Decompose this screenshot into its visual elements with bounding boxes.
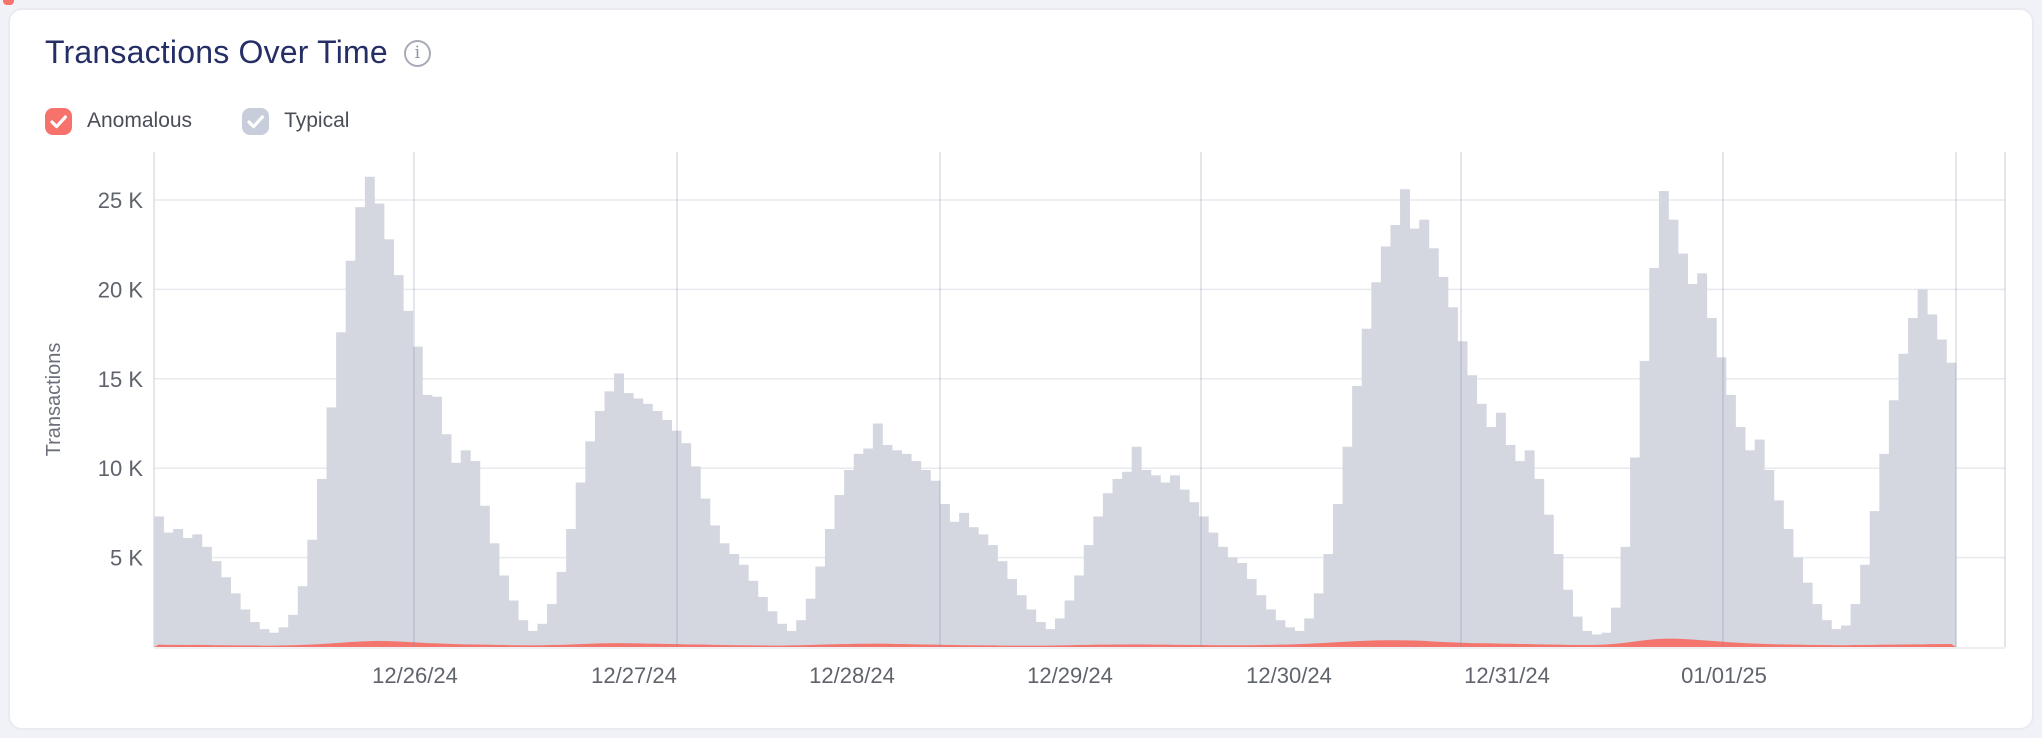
x-tick-label: 12/29/24 [1027, 663, 1113, 688]
legend-label-anomalous: Anomalous [87, 109, 193, 132]
y-tick-label: 20 K [98, 277, 144, 302]
chart-legend: Anomalous Typical [45, 104, 349, 138]
y-tick-label: 10 K [98, 456, 144, 481]
transactions-chart-canvas[interactable]: 12/26/24 12/27/24 12/28/24 12/29/24 12/30/24… [10, 10, 2036, 732]
anomalous-checkbox[interactable] [45, 107, 72, 135]
y-tick-label: 5 K [110, 546, 143, 571]
x-tick-label: 12/27/24 [591, 663, 677, 688]
x-tick-label: 12/30/24 [1246, 663, 1332, 688]
legend-label-typical: Typical [284, 109, 350, 132]
legend-item-anomalous[interactable]: Anomalous [45, 107, 193, 135]
transactions-over-time-card: Transactions Over Time i Anomalous Typic… [8, 8, 2034, 730]
offscreen-red-fragment [3, 0, 14, 5]
checkmark-icon [50, 114, 67, 128]
typical-bars-series [154, 176, 1957, 648]
card-header: Transactions Over Time i [45, 30, 431, 74]
typical-checkbox[interactable] [242, 107, 270, 135]
page-title: Transactions Over Time [45, 34, 388, 70]
info-icon[interactable]: i [403, 39, 431, 67]
legend-item-typical[interactable]: Typical [242, 107, 350, 135]
checkmark-icon [247, 114, 265, 128]
anomalous-area-series [154, 638, 1956, 647]
x-tick-label: 12/26/24 [372, 663, 458, 688]
x-tick-label: 12/31/24 [1464, 663, 1550, 688]
y-tick-label: 25 K [98, 188, 144, 213]
x-tick-label: 01/01/25 [1681, 663, 1767, 688]
y-tick-label: 15 K [98, 367, 144, 392]
info-icon-glyph: i [414, 42, 421, 63]
x-tick-label: 12/28/24 [809, 663, 895, 688]
y-axis-name: Transactions [43, 343, 65, 457]
